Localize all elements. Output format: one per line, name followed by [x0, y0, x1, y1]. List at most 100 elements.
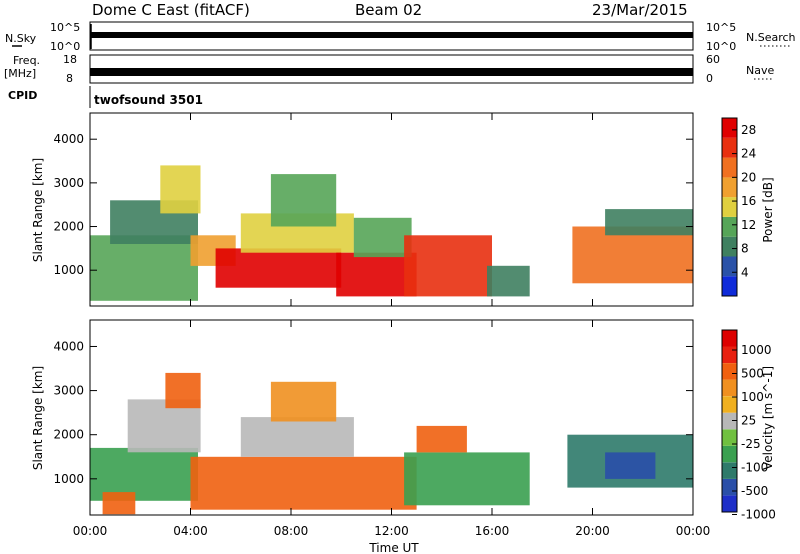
nsky-band: [90, 32, 693, 38]
velocity-heatmap: [90, 372, 693, 515]
colorbar-swatch: [722, 445, 737, 463]
heat-region: [572, 226, 693, 284]
y-tick-label: 2000: [53, 220, 84, 234]
y-tick-label: 1000: [53, 263, 84, 277]
nsky-tick-bottom: 10^0: [50, 40, 80, 53]
colorbar-swatch: [722, 177, 737, 198]
nsearch-label: N.Search: [746, 31, 796, 44]
freq-trace: [90, 68, 693, 76]
colorbar-swatch: [722, 412, 737, 430]
heat-region: [240, 417, 354, 457]
colorbar-swatch: [722, 462, 737, 479]
x-tick-label: 00:00: [73, 524, 108, 538]
heat-region: [353, 217, 412, 258]
y-tick-label: 3000: [53, 176, 84, 190]
cpid-label: CPID: [8, 89, 37, 102]
colorbar-swatch: [722, 276, 737, 296]
plot-title: Dome C East (fitACF): [92, 1, 250, 19]
colorbar-tick-label: -1000: [741, 508, 776, 522]
heat-region: [404, 452, 530, 506]
freq-unit: [MHz]: [4, 67, 36, 80]
colorbar-tick-label: 16: [741, 194, 756, 208]
power-heatmap: [90, 165, 693, 301]
colorbar-tick-label: -500: [741, 484, 768, 498]
nave-label: Nave: [746, 64, 774, 77]
nave-tick-top: 60: [706, 53, 720, 66]
colorbar-swatch: [722, 396, 737, 413]
freq-label: Freq.: [13, 54, 40, 67]
nsky-label: N.Sky: [5, 32, 37, 45]
x-tick-label: 00:00: [676, 524, 711, 538]
colorbar-tick-label: 20: [741, 170, 756, 184]
cpid-value: twofsound 3501: [94, 93, 203, 107]
colorbar-tick-label: 4: [741, 265, 749, 279]
power-y-axis: 1000 2000 3000 4000: [53, 132, 693, 277]
nsky-tick-top: 10^5: [50, 21, 80, 34]
power-ylabel: Slant Range [km]: [31, 158, 45, 262]
colorbar-swatch: [722, 346, 737, 363]
heat-region: [102, 492, 136, 515]
heat-region: [605, 209, 693, 236]
heat-region: [270, 381, 337, 422]
colorbar-tick-label: -25: [741, 437, 761, 451]
velocity-ylabel: Slant Range [km]: [31, 366, 45, 470]
nsearch-tick-bottom: 10^0: [706, 40, 736, 53]
colorbar-swatch: [722, 330, 737, 347]
y-tick-label: 2000: [53, 428, 84, 442]
x-tick-label: 04:00: [173, 524, 208, 538]
colorbar-swatch: [722, 256, 737, 277]
freq-tick-top: 18: [63, 53, 77, 66]
heat-region: [190, 456, 417, 510]
x-tick-label: 16:00: [475, 524, 510, 538]
y-tick-label: 4000: [53, 132, 84, 146]
colorbar-swatch: [722, 118, 737, 138]
x-tick-label: 08:00: [274, 524, 309, 538]
x-tick-label: 20:00: [575, 524, 610, 538]
velocity-colorbar: 1000 500 100 25 -25 -100 -500 -1000: [721, 329, 776, 522]
colorbar-tick-label: 28: [741, 123, 756, 137]
colorbar-swatch: [722, 197, 737, 217]
colorbar-swatch: [722, 379, 737, 397]
power-colorbar-label: Power [dB]: [761, 177, 775, 242]
colorbar-tick-label: 8: [741, 242, 749, 256]
heat-region: [90, 447, 198, 501]
x-tick-label: 12:00: [374, 524, 409, 538]
colorbar-tick-label: -100: [741, 461, 768, 475]
colorbar-tick-label: 100: [741, 390, 764, 404]
heat-region: [487, 265, 530, 297]
freq-band: [90, 68, 693, 76]
colorbar-tick-label: 500: [741, 367, 764, 381]
colorbar-swatch: [722, 137, 737, 158]
heat-region: [127, 399, 201, 453]
heat-region: [90, 235, 198, 301]
colorbar-swatch: [722, 157, 737, 178]
y-tick-label: 3000: [53, 384, 84, 398]
colorbar-swatch: [722, 216, 737, 237]
heat-region: [336, 252, 417, 297]
date-label: 23/Mar/2015: [592, 1, 688, 19]
heat-region: [215, 248, 342, 288]
xaxis-label: Time UT: [368, 541, 419, 554]
colorbar-tick-label: 24: [741, 147, 756, 161]
heat-region: [605, 452, 656, 479]
colorbar-swatch: [722, 236, 737, 257]
y-tick-label: 1000: [53, 472, 84, 486]
nave-tick-bottom: 0: [706, 72, 713, 85]
heat-region: [160, 165, 201, 214]
time-x-axis: 00:00 04:00 08:00 12:00 16:00 20:00 00:00: [73, 113, 711, 538]
heat-region: [416, 425, 467, 453]
heat-region: [165, 372, 201, 409]
freq-tick-bottom: 8: [66, 72, 73, 85]
beam-label: Beam 02: [355, 1, 422, 19]
nsearch-tick-top: 10^5: [706, 21, 736, 34]
power-colorbar: 4 8 12 16 20 24 28: [721, 117, 756, 297]
colorbar-frame: [721, 117, 738, 297]
velocity-colorbar-label: Velocity [m s^-1]: [761, 366, 775, 470]
colorbar-tick-label: 25: [741, 414, 756, 428]
colorbar-tick-label: 1000: [741, 343, 772, 357]
y-tick-label: 4000: [53, 339, 84, 353]
heat-region: [404, 235, 492, 297]
colorbar-swatch: [722, 495, 737, 512]
nsky-trace: [90, 24, 693, 49]
